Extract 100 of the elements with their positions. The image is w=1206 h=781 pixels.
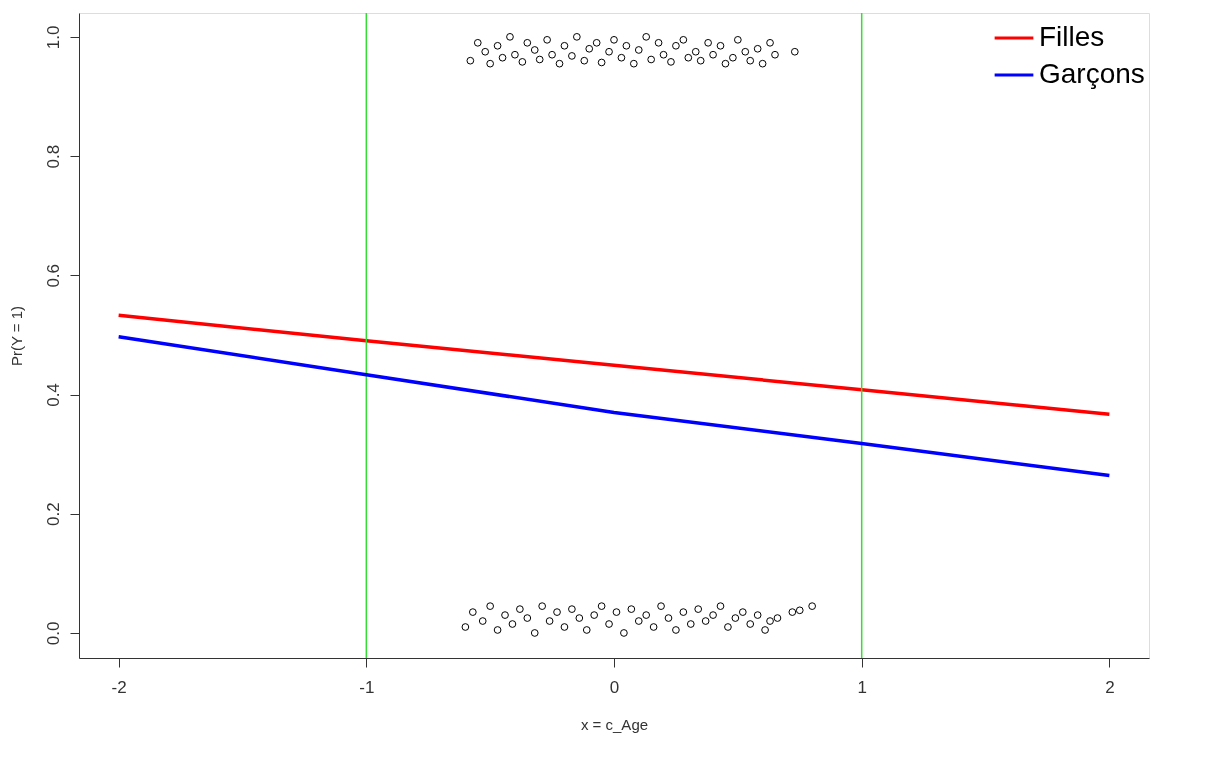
point [568,52,576,60]
point [498,53,507,62]
point [568,605,576,613]
y-tick-label: 0.6 [43,263,63,288]
y-tick-label: 0.8 [43,144,63,169]
point [691,47,700,56]
point [686,620,695,628]
point [738,608,747,616]
point [766,617,774,625]
point [684,53,693,62]
point [620,629,628,637]
point [585,44,594,53]
point [753,44,762,53]
point [493,626,502,634]
point [560,41,569,50]
point [530,46,539,54]
point [795,606,804,615]
point [729,53,737,62]
point [572,33,581,41]
point [605,620,613,628]
line-series [116,313,1112,416]
y-axis-title: Pr(Y = 1) [7,305,25,367]
point [659,50,668,59]
point [731,614,740,622]
point [634,617,643,625]
point [709,50,717,59]
point [560,623,569,631]
point [543,35,551,44]
point [790,47,799,56]
point [501,611,509,619]
point [761,626,769,634]
point [696,56,705,65]
point [516,605,524,613]
point [694,605,703,613]
point [518,58,527,66]
point [647,55,656,64]
point [610,35,618,44]
point [773,614,782,622]
x-axis-title: x = c_Age [580,715,649,733]
x-tick-label: 1 [857,677,867,697]
point [649,623,658,631]
point [642,33,651,41]
point [612,608,621,616]
point [672,626,680,634]
point [478,617,487,625]
point [486,602,495,610]
point [511,50,519,59]
x-tick-label: 2 [1105,677,1115,697]
x-tick-label: -2 [111,677,127,697]
point [493,41,502,50]
point [461,623,470,631]
point [629,59,638,68]
point [721,59,730,68]
point [753,611,762,619]
point [679,35,688,44]
point [555,59,564,68]
point [523,614,532,622]
point [622,41,631,50]
point [508,620,517,628]
point [704,38,712,47]
point [766,38,774,47]
point [535,55,544,64]
legend-label: Filles [1039,21,1105,52]
y-tick-label: 0.0 [43,621,63,646]
point [590,611,599,619]
point [679,608,688,616]
point [580,56,589,65]
point [634,46,643,54]
y-tick-label: 0.4 [43,383,63,407]
point [481,47,490,56]
point [808,602,816,610]
point [575,614,584,622]
x-tick-label: -1 [359,677,375,697]
point [617,53,626,62]
point [709,611,717,619]
point [592,38,601,47]
point [582,626,591,634]
point [486,59,495,68]
point [642,611,651,619]
point [538,602,547,610]
point [597,58,606,67]
point [741,47,750,56]
point [597,602,606,610]
point [545,617,554,625]
point [788,608,797,616]
line-series [116,334,1112,478]
point [468,608,477,616]
point [506,33,514,41]
x-tick-label: 0 [609,677,620,697]
legend-label: Garçons [1039,58,1145,89]
point [473,38,482,47]
point [654,38,663,47]
point [701,617,710,625]
point [605,47,613,56]
point [716,602,725,610]
point [724,623,732,631]
point [627,605,636,613]
point [548,50,556,59]
point [716,41,725,50]
point [667,58,675,66]
